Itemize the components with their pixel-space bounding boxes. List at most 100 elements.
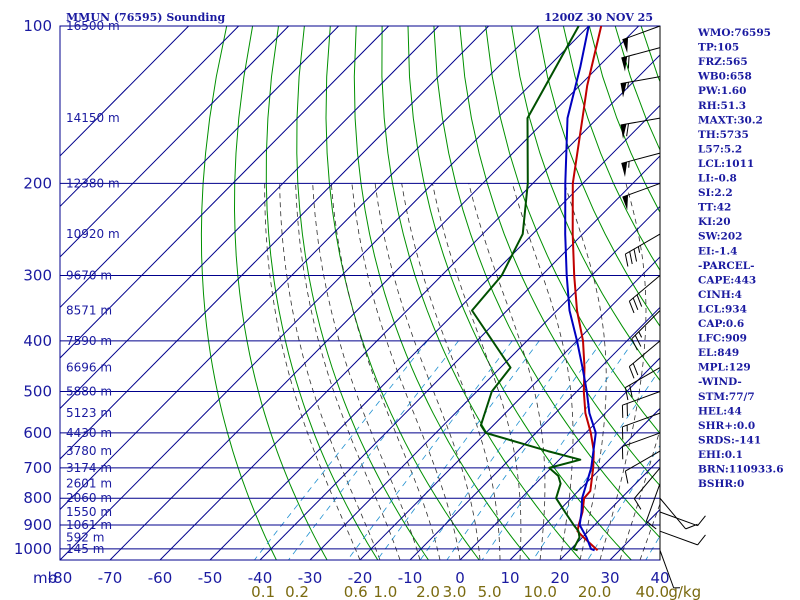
moist-adiabat [295,183,401,560]
barb-staff [659,497,687,530]
mixing-ratio-line [254,340,428,560]
index-line: SHR+:0.0 [698,420,755,432]
height-label: 9670 m [66,268,112,282]
barb-full [685,523,698,530]
temperature-tick-label: -80 [48,569,73,587]
barb-staff [659,530,698,546]
mixing-ratio-line [532,368,660,560]
isotherm [209,104,660,560]
height-label: 4430 m [66,426,112,440]
barb-staff [625,450,661,472]
wind-barb [621,47,661,72]
moist-adiabat [374,183,481,560]
height-label: 16500 m [66,19,120,33]
wind-barb [622,182,661,211]
height-label: 2601 m [66,477,112,491]
moist-adiabat [330,183,441,560]
barb-flag [622,37,629,53]
height-label: 10920 m [66,227,120,241]
wind-barb [622,25,661,53]
moist-adiabat [511,183,574,560]
index-line: RH:51.3 [698,100,746,112]
barb-staff [621,152,661,164]
dry-adiabat [233,26,328,560]
pressure-tick-label: 800 [23,489,52,507]
parcel-profile [564,26,597,552]
isotherm [309,205,660,560]
index-line: CINH:4 [698,289,742,301]
isotherm [359,256,660,560]
index-line: FRZ:565 [698,56,748,68]
index-line: PW:1.60 [698,85,746,97]
index-line: LCL:1011 [698,158,754,170]
index-line: STM:77/7 [698,391,755,403]
wind-barb [621,391,661,418]
wind-barb [645,483,661,530]
pressure-tick-label: 700 [23,459,52,477]
pressure-tick-label: 200 [23,174,52,192]
dry-adiabat [407,26,632,560]
temperature-tick-label: -60 [148,569,173,587]
index-line: TH:5735 [698,129,749,141]
index-line: EHI:0.1 [698,449,743,461]
height-label: 6696 m [66,361,112,375]
wind-barb [621,432,661,460]
dry-adiabat [459,26,660,487]
barb-staff [620,117,661,126]
mixing-ratio-label: 0.2 [285,583,309,600]
wind-barb [621,412,661,440]
wind-barb [659,497,698,530]
wind-barb [633,467,661,510]
wind-barb [628,275,661,314]
isotherm [109,26,640,560]
barb-full [634,335,642,347]
mixing-ratio-line [347,340,513,560]
temperature-tick-label: -10 [398,569,423,587]
index-line: TP:105 [698,42,739,54]
wind-barb [620,117,661,139]
isotherm [60,26,290,258]
barb-full [629,384,633,398]
station-title: MMUN (76595) Sounding [66,11,225,24]
temperature-tick-label: -70 [98,569,123,587]
wind-barb [659,511,706,527]
pressure-tick-label: 100 [23,17,52,35]
height-label: 3174 m [66,461,112,475]
mixing-ratio-line [288,340,459,560]
index-line: -WIND- [698,376,742,388]
moist-adiabat [401,183,501,560]
barb-staff [625,233,661,255]
moist-adiabat [279,183,381,560]
barb-flag [620,82,627,98]
mixing-ratio-line [376,340,540,560]
isotherm [259,155,660,560]
grid-lines [59,25,661,561]
barb-staff [659,511,698,527]
index-line: SI:2.2 [698,187,733,199]
index-line: EL:849 [698,347,739,359]
barb-staff [625,367,661,389]
dry-adiabat [353,26,531,560]
indices-panel: WMO:76595 TP:105 FRZ:565 WB0:658 PW:1.60 RH:5… [697,27,784,490]
wind-barb [620,76,661,98]
mixing-ratio-line [587,444,660,560]
isotherm [60,26,490,460]
barb-full [624,253,629,267]
wind-barb [624,233,661,267]
barb-staff [620,76,661,85]
barb-staff [631,310,661,340]
temperature-tick-label: -20 [348,569,373,587]
barb-full [646,520,657,530]
barb-full [633,498,642,510]
height-label: 5880 m [66,385,112,399]
height-label: 12380 m [66,176,120,190]
index-line: BRN:110933.6 [698,464,784,476]
moist-adiabat [564,183,607,560]
height-label: 1550 m [66,505,112,519]
barb-full [636,294,643,307]
barb-full [628,366,635,379]
isotherm [509,407,660,560]
barb-full [631,338,638,351]
barb-staff [633,467,661,499]
index-line: SW:202 [698,231,742,243]
